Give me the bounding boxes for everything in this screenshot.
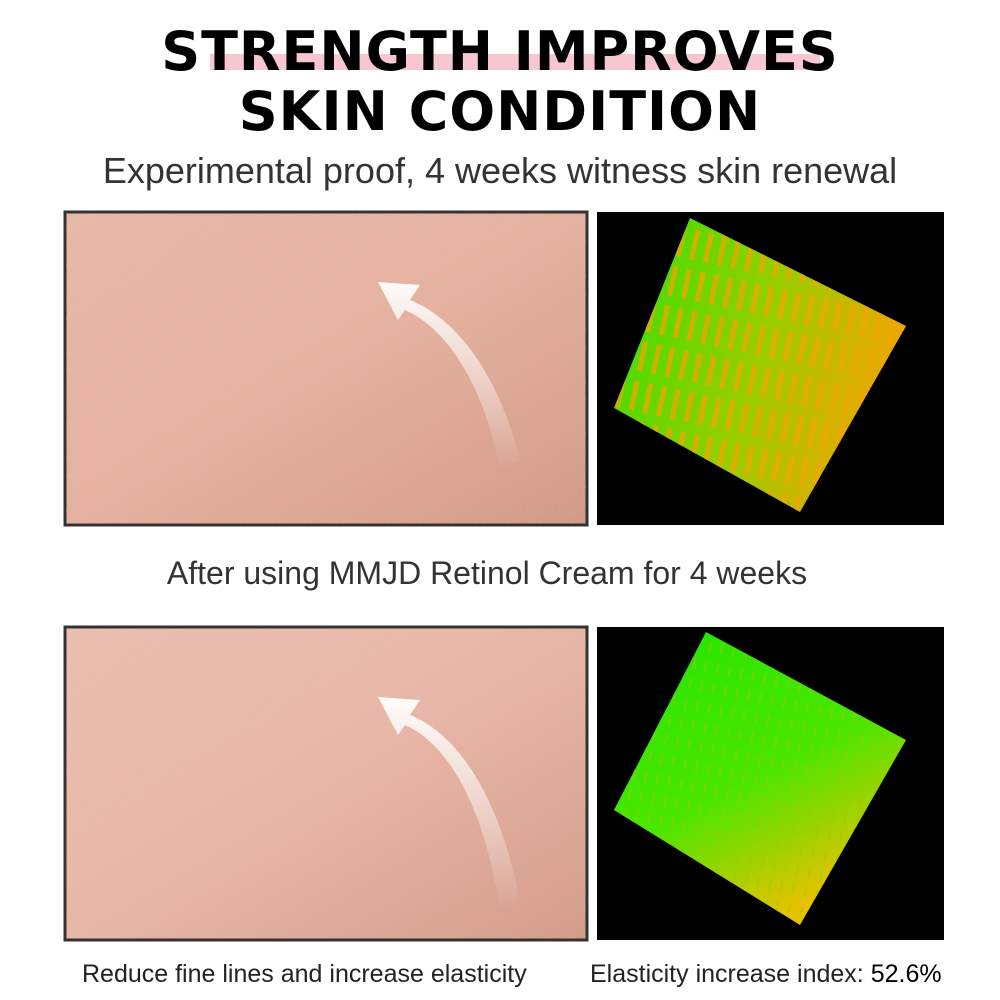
title-line: STRENGTH IMPROVES (161, 20, 839, 83)
skin-texture (66, 213, 586, 524)
index-label: Elasticity increase index: (590, 960, 864, 988)
scan-texture (614, 632, 906, 925)
title-highlight (210, 54, 820, 70)
scan-texture (614, 218, 906, 512)
subtitle: Experimental proof, 4 weeks witness skin… (102, 150, 898, 191)
title-line: SKIN CONDITION (238, 80, 762, 143)
index-value: 52.6% (870, 960, 942, 988)
footer-right: Elasticity increase index: 52.6% (590, 960, 942, 989)
footer-left: Reduce fine lines and increase elasticit… (82, 960, 527, 988)
arrow (378, 697, 520, 910)
arrow (378, 282, 520, 470)
middle-caption: After using MMJD Retinol Cream for 4 wee… (166, 555, 808, 591)
